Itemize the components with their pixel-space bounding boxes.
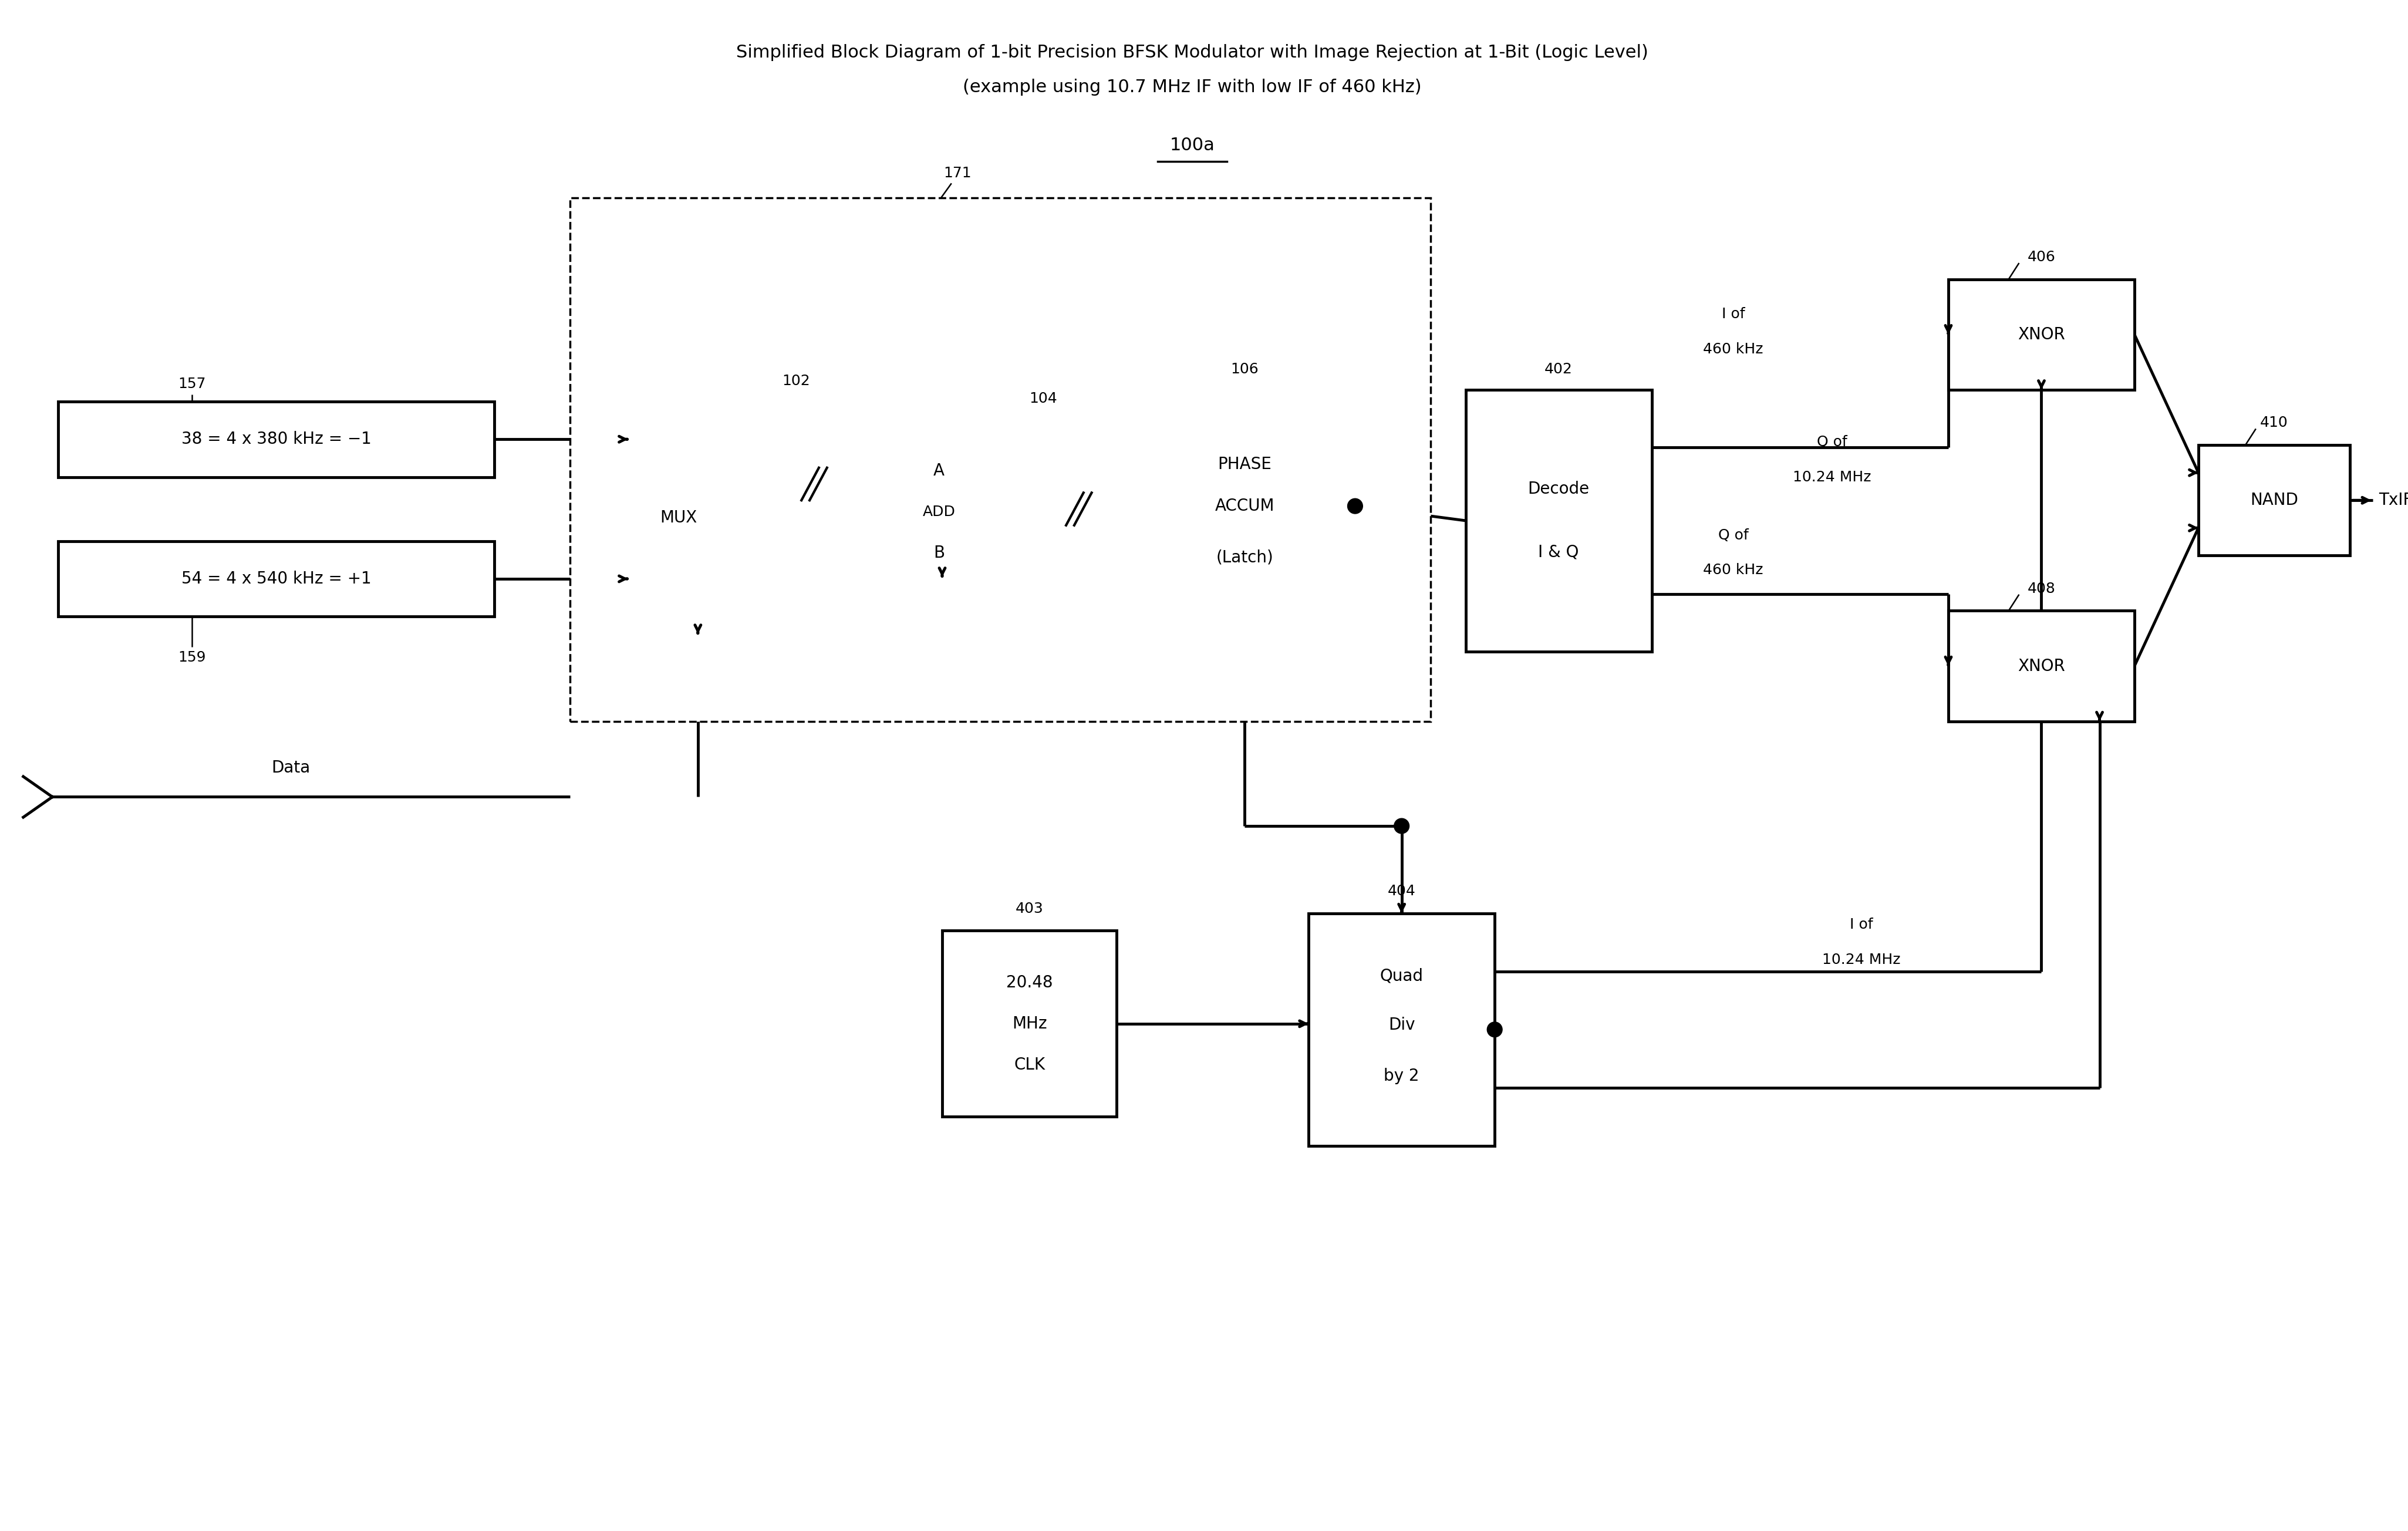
Text: XNOR: XNOR [2018,658,2066,674]
Text: 402: 402 [1544,363,1572,377]
FancyBboxPatch shape [1466,390,1652,652]
Text: XNOR: XNOR [2018,326,2066,343]
Text: 460 kHz: 460 kHz [1702,563,1763,577]
Text: (example using 10.7 MHz IF with low IF of 460 kHz): (example using 10.7 MHz IF with low IF o… [963,78,1421,96]
Text: PHASE: PHASE [1218,456,1271,473]
Text: ADD: ADD [922,505,956,519]
Text: 406: 406 [2028,250,2056,265]
Text: 10.24 MHz: 10.24 MHz [1823,952,1900,966]
Text: MUX: MUX [660,510,696,527]
Text: 159: 159 [178,651,205,664]
FancyBboxPatch shape [1134,390,1356,623]
Text: Simplified Block Diagram of 1-bit Precision BFSK Modulator with Image Rejection : Simplified Block Diagram of 1-bit Precis… [737,44,1649,61]
FancyBboxPatch shape [571,197,1430,721]
FancyBboxPatch shape [58,540,494,617]
Text: Div: Div [1389,1017,1416,1033]
Text: I & Q: I & Q [1539,544,1580,560]
Text: 157: 157 [178,377,205,390]
Text: 102: 102 [783,374,809,387]
Circle shape [1348,499,1363,514]
Text: TxIF: TxIF [2379,491,2408,508]
Text: 460 kHz: 460 kHz [1702,341,1763,357]
Text: 408: 408 [2028,582,2056,596]
Text: B: B [934,545,944,560]
Text: 38 = 4 x 380 kHz = −1: 38 = 4 x 380 kHz = −1 [181,432,371,447]
Text: 404: 404 [1387,883,1416,899]
Text: 410: 410 [2261,416,2288,430]
Text: Q of: Q of [1717,528,1748,542]
Text: I of: I of [1849,917,1873,932]
Circle shape [1394,819,1409,833]
Text: Data: Data [272,759,311,776]
FancyBboxPatch shape [2199,446,2350,556]
Text: ACCUM: ACCUM [1214,498,1274,514]
Text: Quad: Quad [1380,968,1423,984]
Text: 403: 403 [1016,902,1043,916]
Text: MHz: MHz [1011,1015,1047,1032]
Text: 10.24 MHz: 10.24 MHz [1794,470,1871,484]
FancyBboxPatch shape [58,401,494,478]
Text: Decode: Decode [1527,481,1589,498]
FancyBboxPatch shape [1948,279,2133,390]
Text: A: A [934,462,944,479]
Text: 106: 106 [1230,363,1259,377]
FancyBboxPatch shape [942,931,1117,1116]
Text: Q of: Q of [1816,435,1847,449]
Text: by 2: by 2 [1385,1067,1418,1084]
Text: I of: I of [1722,308,1746,322]
Text: 104: 104 [1028,392,1057,406]
Text: 20.48: 20.48 [1007,975,1052,991]
Text: 100a: 100a [1170,136,1214,155]
Text: 171: 171 [944,167,970,181]
Text: 54 = 4 x 540 kHz = +1: 54 = 4 x 540 kHz = +1 [181,571,371,586]
Text: (Latch): (Latch) [1216,550,1274,565]
FancyBboxPatch shape [1948,611,2133,721]
FancyBboxPatch shape [1308,912,1495,1145]
Text: CLK: CLK [1014,1056,1045,1073]
Text: NAND: NAND [2249,491,2297,508]
Circle shape [1488,1023,1503,1036]
